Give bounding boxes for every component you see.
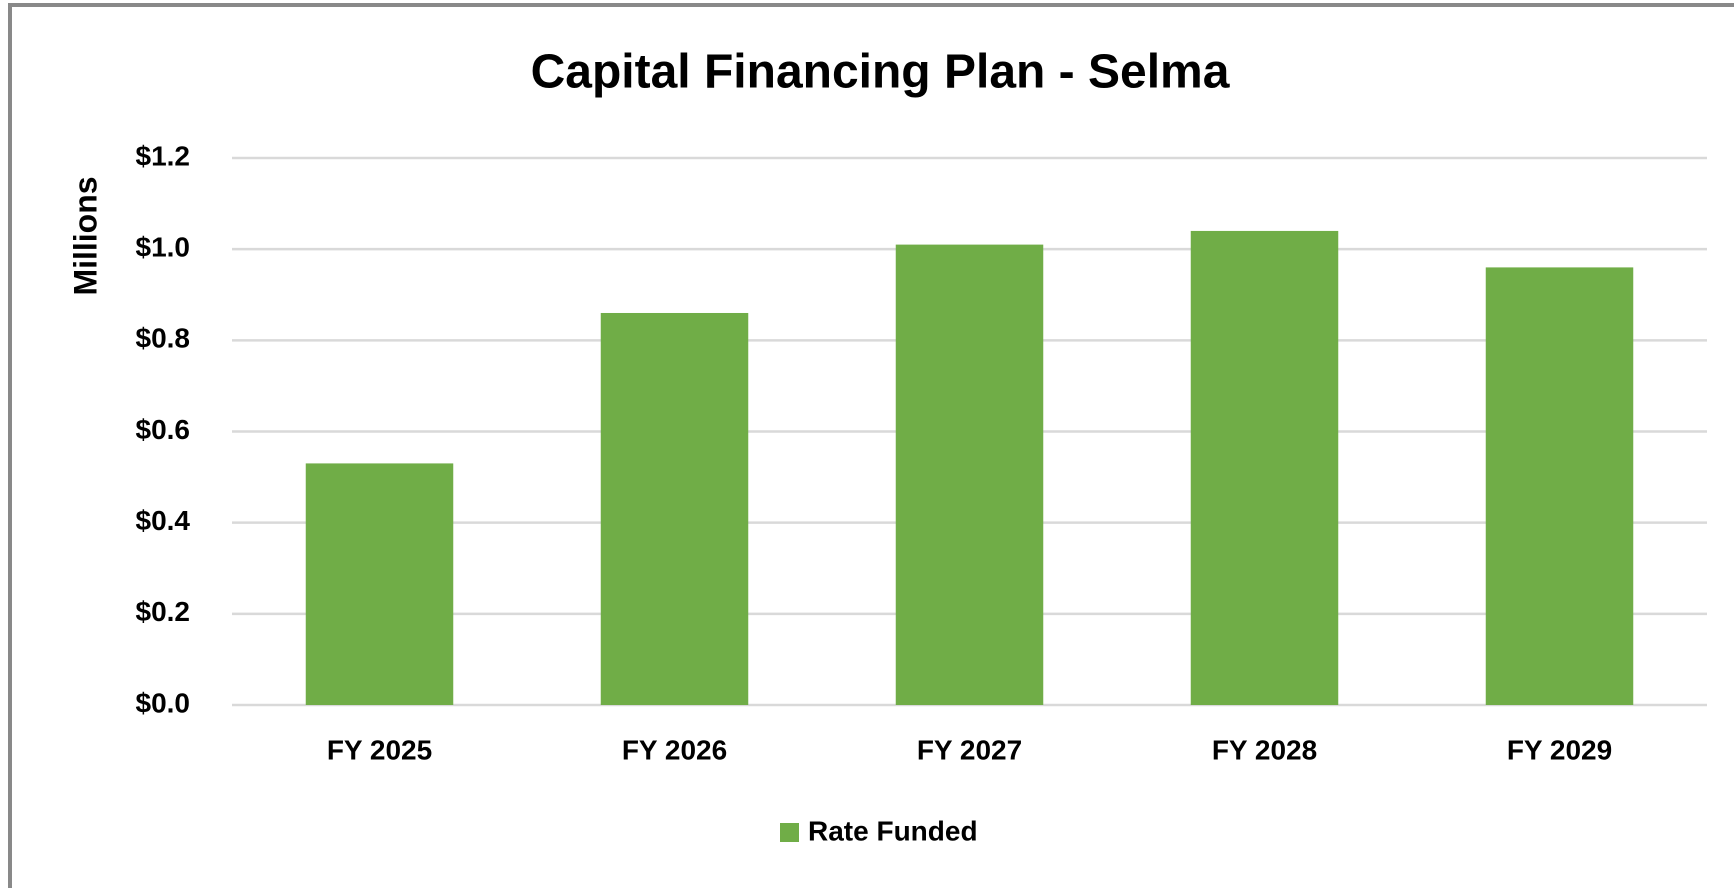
bar: [895, 244, 1044, 705]
y-axis-label: Millions: [67, 176, 103, 295]
y-tick-label: $1.0: [136, 232, 191, 263]
chart-title: Capital Financing Plan - Selma: [531, 46, 1230, 99]
bar: [600, 312, 749, 705]
x-tick-label: FY 2026: [622, 734, 727, 765]
y-tick-label: $1.2: [136, 140, 191, 171]
y-tick-label: $0.2: [136, 596, 191, 627]
y-tick-label: $0.8: [136, 323, 191, 354]
bar: [1190, 230, 1339, 705]
bar: [305, 463, 454, 705]
y-tick-label: $0.0: [136, 687, 191, 718]
y-tick-label: $0.6: [136, 414, 191, 445]
x-tick-label: FY 2029: [1507, 734, 1612, 765]
x-tick-label: FY 2027: [917, 734, 1022, 765]
bar: [1485, 267, 1634, 705]
legend-swatch: [780, 823, 799, 842]
chart-frame: [8, 3, 1734, 888]
x-tick-label: FY 2028: [1212, 734, 1317, 765]
y-tick-label: $0.4: [136, 505, 191, 536]
x-tick-label: FY 2025: [327, 734, 432, 765]
legend-label: Rate Funded: [808, 815, 978, 846]
